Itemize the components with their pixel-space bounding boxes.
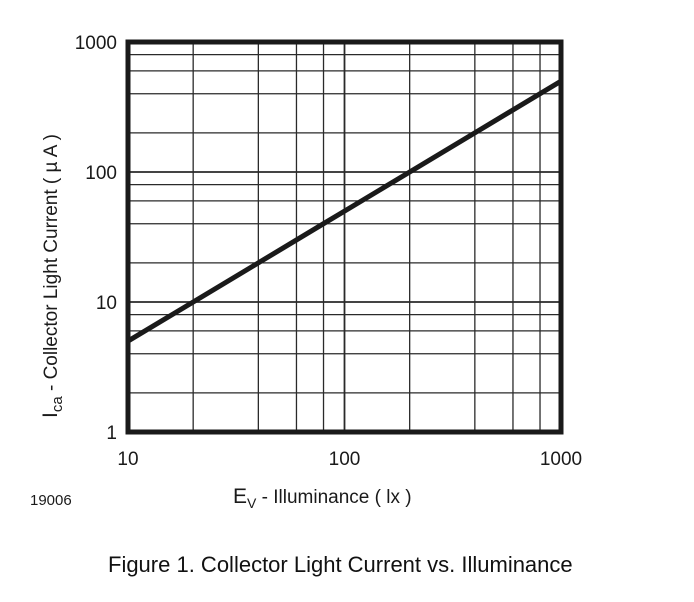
y-tick-label: 1000 — [75, 33, 117, 54]
y-tick-label: 1 — [106, 423, 117, 444]
x-tick-label: 100 — [329, 449, 361, 470]
y-tick-label: 10 — [96, 293, 117, 314]
series-line — [126, 78, 563, 344]
y-axis-ticks: 1 10 100 1000 — [75, 33, 117, 444]
data-series-line — [126, 78, 563, 344]
figure-caption: Figure 1. Collector Light Current vs. Il… — [108, 552, 573, 577]
plot-frame — [125, 39, 564, 435]
grid-lines — [128, 42, 561, 432]
x-axis-ticks: 10 100 1000 — [117, 449, 582, 470]
x-tick-label: 10 — [117, 449, 138, 470]
y-tick-label: 100 — [85, 163, 117, 184]
x-axis-label: EV - Illuminance ( lx ) — [233, 485, 412, 511]
x-tick-label: 1000 — [540, 449, 582, 470]
figure-code: 19006 — [30, 492, 72, 509]
y-axis-label: Ica - Collector Light Current ( µ A ) — [39, 134, 66, 418]
